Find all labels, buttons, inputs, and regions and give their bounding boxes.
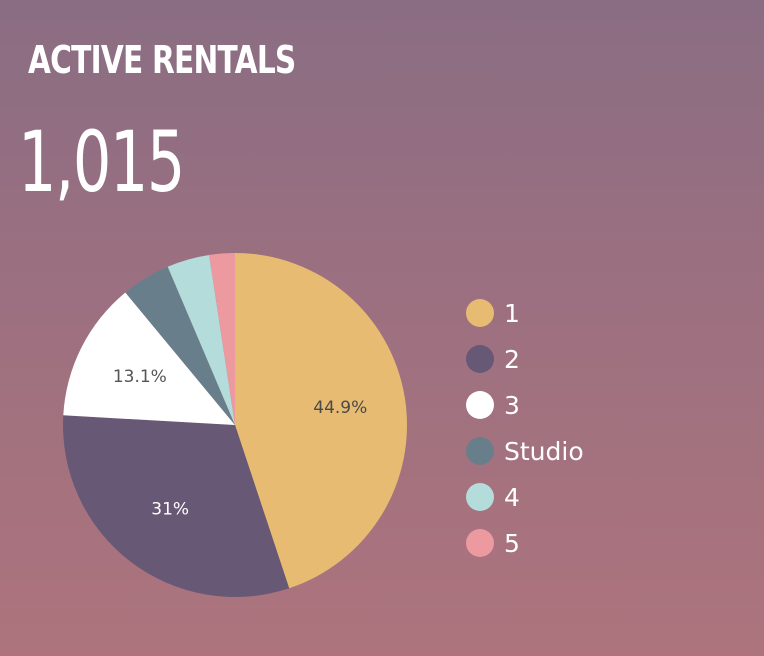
- legend-label: 1: [504, 298, 520, 328]
- data-label: 13.1%: [113, 367, 167, 387]
- legend-swatch: [466, 483, 494, 511]
- data-label: 31%: [151, 500, 189, 520]
- total-rentals-value: 1,015: [18, 113, 185, 211]
- legend-swatch: [466, 437, 494, 465]
- legend-swatch: [466, 345, 494, 373]
- pie-slice-2: [63, 415, 290, 597]
- pie-slice-4: [167, 254, 235, 425]
- card-title: ACTIVE RENTALS: [28, 38, 296, 82]
- legend-swatch: [466, 391, 494, 419]
- chart-legend: 1 2 3 Studio 4 5: [466, 290, 584, 566]
- legend-label: 4: [504, 482, 520, 512]
- pie-slice-5: [209, 253, 235, 425]
- legend-swatch: [466, 529, 494, 557]
- pie-slice-1: [235, 253, 407, 589]
- legend-item: 5: [466, 520, 584, 566]
- legend-item: 3: [466, 382, 584, 428]
- data-label: 44.9%: [313, 398, 367, 418]
- pie-slice-studio: [125, 266, 235, 425]
- legend-item: 2: [466, 336, 584, 382]
- pie-slice-3: [63, 292, 235, 425]
- legend-item: 4: [466, 474, 584, 520]
- legend-label: 3: [504, 390, 520, 420]
- legend-label: 5: [504, 528, 520, 558]
- legend-item: Studio: [466, 428, 584, 474]
- legend-label: Studio: [504, 436, 584, 466]
- legend-label: 2: [504, 344, 520, 374]
- legend-swatch: [466, 299, 494, 327]
- legend-item: 1: [466, 290, 584, 336]
